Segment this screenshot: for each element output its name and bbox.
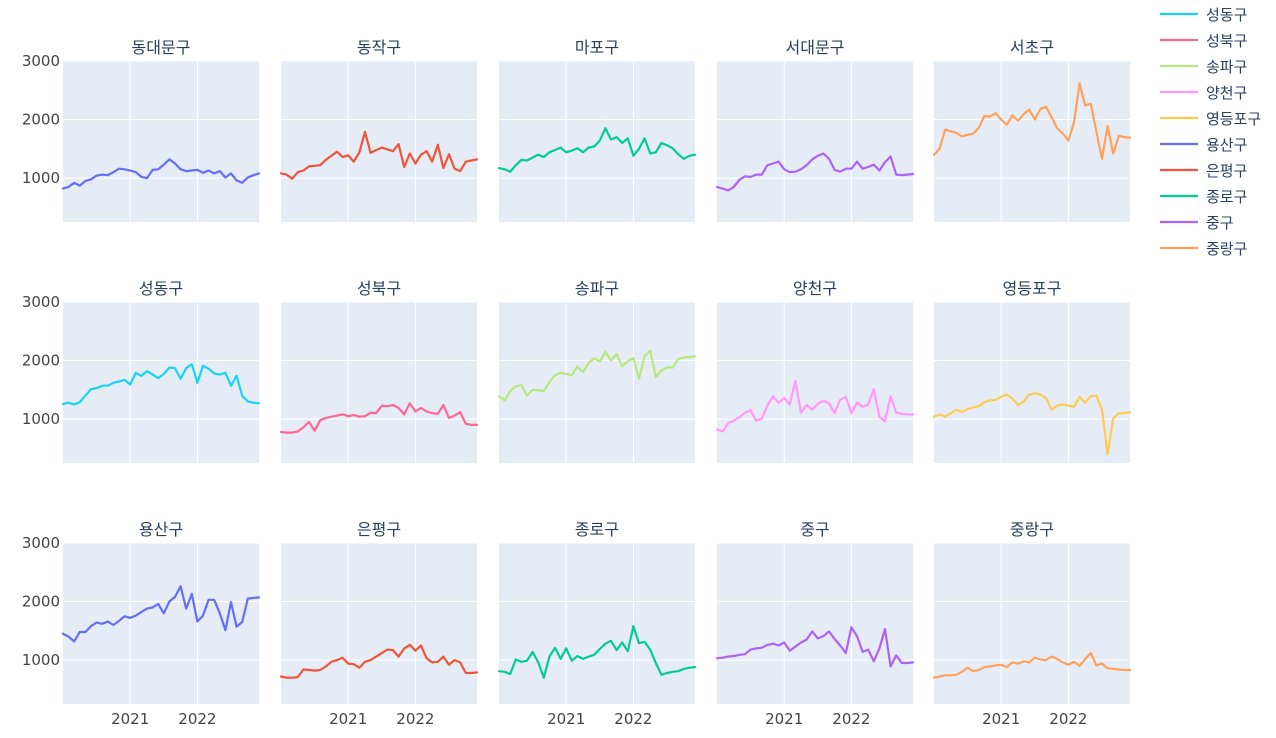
panel-송파구: 송파구 <box>497 279 697 463</box>
series-line-성동구 <box>61 363 261 406</box>
legend-label-송파구: 송파구 <box>1206 58 1247 76</box>
panel-title: 중구 <box>800 520 829 539</box>
y-tick-label: 3000 <box>22 534 60 552</box>
x-tick-label: 2022 <box>396 710 434 728</box>
panel-title: 은평구 <box>357 520 401 539</box>
x-tick-label: 2021 <box>111 710 149 728</box>
series-line-동작구 <box>279 130 479 180</box>
plot-background <box>281 543 477 704</box>
panel-마포구: 마포구 <box>497 38 697 222</box>
series-line-은평구 <box>279 643 479 679</box>
y-tick-label: 3000 <box>22 293 60 311</box>
panel-title: 서초구 <box>1010 38 1054 57</box>
panel-서초구: 서초구 <box>932 38 1132 222</box>
panel-동대문구: 동대문구 1000 2000 3000 <box>22 38 261 222</box>
panel-종로구: 종로구 2021 2022 <box>497 520 697 728</box>
panel-title: 동대문구 <box>132 38 191 57</box>
legend-label-영등포구: 영등포구 <box>1206 110 1261 128</box>
plot-background <box>499 302 695 463</box>
series-line-성북구 <box>279 402 479 434</box>
legend-label-중랑구: 중랑구 <box>1206 240 1247 258</box>
panel-title: 서대문구 <box>786 38 845 57</box>
plot-background <box>934 543 1130 704</box>
series-line-마포구 <box>497 127 697 173</box>
series-line-양천구 <box>715 379 915 433</box>
panel-중구: 중구 2021 2022 <box>715 520 915 728</box>
plot-background <box>281 61 477 222</box>
series-line-용산구 <box>61 585 261 643</box>
series-line-서대문구 <box>715 152 915 192</box>
legend-label-양천구: 양천구 <box>1206 84 1247 102</box>
panel-동작구: 동작구 <box>279 38 479 222</box>
plot-background <box>934 61 1130 222</box>
panel-title: 동작구 <box>357 38 401 57</box>
legend-label-종로구: 종로구 <box>1206 188 1247 206</box>
plot-background <box>717 543 913 704</box>
y-tick-label: 2000 <box>22 352 60 370</box>
x-tick-label: 2022 <box>178 710 216 728</box>
panel-서대문구: 서대문구 <box>715 38 915 222</box>
y-tick-label: 1000 <box>22 410 60 428</box>
plot-background <box>63 543 259 704</box>
panel-용산구: 용산구 1000 2000 3000 2021 2022 <box>22 520 261 728</box>
x-tick-label: 2022 <box>614 710 652 728</box>
series-line-영등포구 <box>932 392 1132 456</box>
panel-은평구: 은평구 2021 2022 <box>279 520 479 728</box>
x-tick-label: 2021 <box>329 710 367 728</box>
panel-성북구: 성북구 <box>279 279 479 463</box>
series-line-송파구 <box>497 349 697 402</box>
series-line-중랑구 <box>932 651 1132 679</box>
x-tick-label: 2022 <box>1049 710 1087 728</box>
plot-background <box>717 302 913 463</box>
x-tick-label: 2022 <box>832 710 870 728</box>
y-tick-label: 2000 <box>22 111 60 129</box>
legend-label-용산구: 용산구 <box>1206 136 1247 154</box>
panel-title: 성북구 <box>357 279 401 298</box>
panel-title: 용산구 <box>139 520 183 539</box>
panel-중랑구: 중랑구 2021 2022 <box>932 520 1132 728</box>
series-line-동대문구 <box>61 158 261 190</box>
panel-양천구: 양천구 <box>715 279 915 463</box>
x-tick-label: 2021 <box>765 710 803 728</box>
legend-label-성북구: 성북구 <box>1206 32 1247 50</box>
plot-background <box>499 61 695 222</box>
panel-title: 송파구 <box>575 279 619 298</box>
legend-label-성동구: 성동구 <box>1206 6 1247 24</box>
plot-background <box>63 302 259 463</box>
y-tick-label: 1000 <box>22 169 60 187</box>
y-tick-label: 1000 <box>22 651 60 669</box>
series-line-중구 <box>715 626 915 668</box>
panel-title: 영등포구 <box>1003 279 1062 298</box>
panel-title: 성동구 <box>139 279 183 298</box>
y-tick-label: 3000 <box>22 52 60 70</box>
plot-background <box>281 302 477 463</box>
series-line-종로구 <box>497 624 697 679</box>
panel-title: 중랑구 <box>1010 520 1054 539</box>
plot-background <box>63 61 259 222</box>
series-line-서초구 <box>932 82 1132 160</box>
plot-background <box>499 543 695 704</box>
plot-background <box>934 302 1130 463</box>
legend-label-중구: 중구 <box>1206 214 1234 232</box>
plot-background <box>717 61 913 222</box>
y-tick-label: 2000 <box>22 593 60 611</box>
panel-성동구: 성동구 1000 2000 3000 <box>22 279 261 463</box>
panel-title: 양천구 <box>793 279 837 298</box>
panel-영등포구: 영등포구 <box>932 279 1132 463</box>
panel-title: 종로구 <box>575 520 619 539</box>
legend-label-은평구: 은평구 <box>1206 162 1247 180</box>
x-tick-label: 2021 <box>982 710 1020 728</box>
x-tick-label: 2021 <box>547 710 585 728</box>
panel-title: 마포구 <box>575 38 619 57</box>
